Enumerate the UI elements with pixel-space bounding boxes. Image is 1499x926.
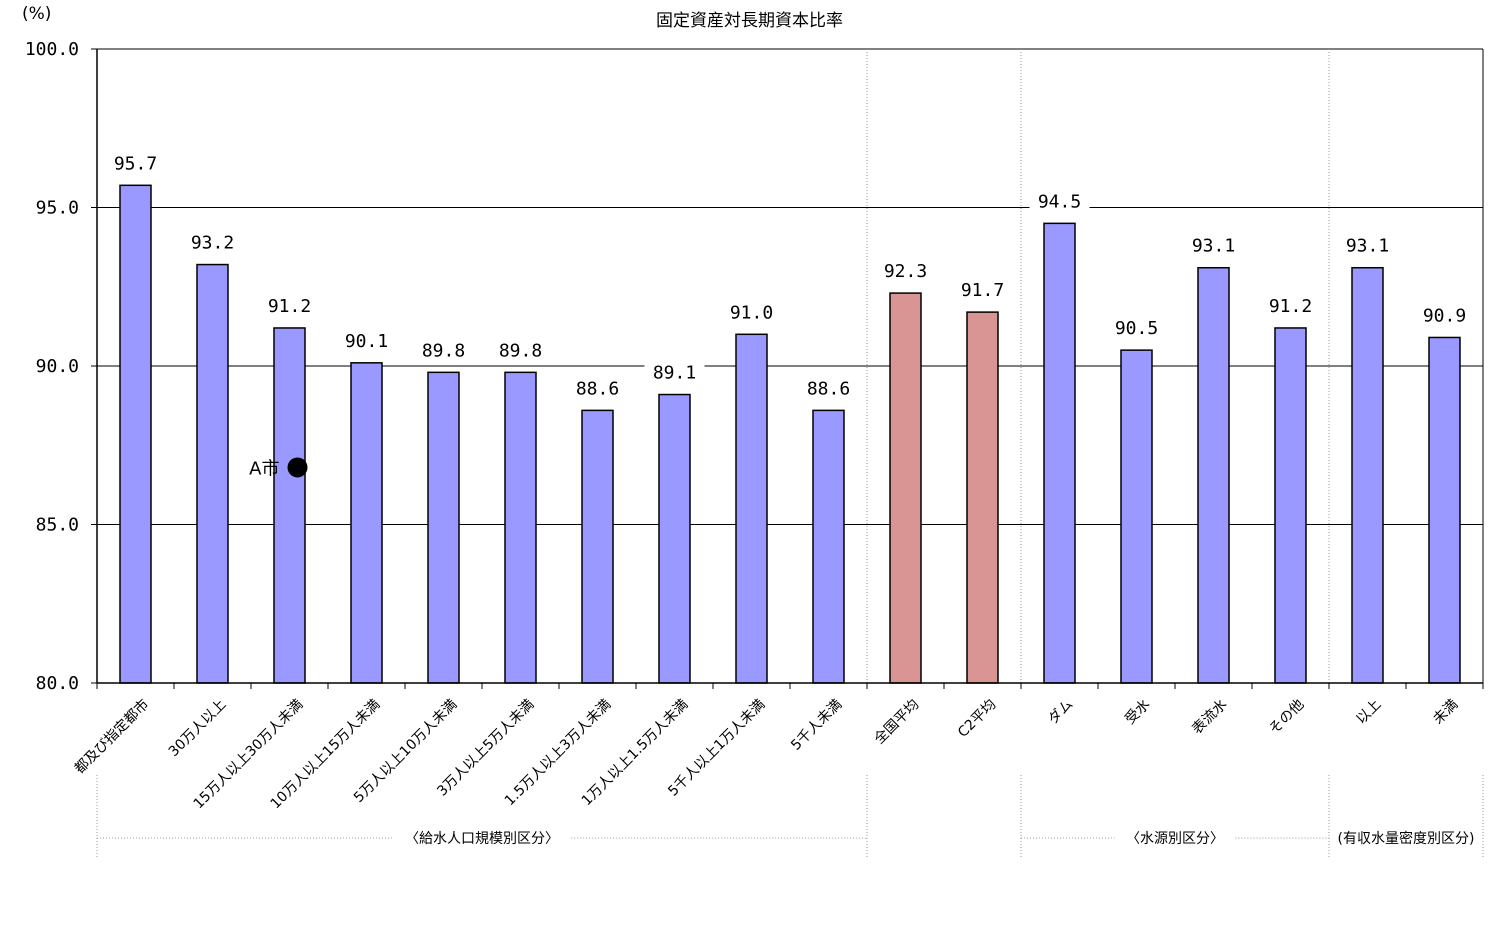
category-label: C2平均 <box>955 697 999 741</box>
y-tick-label: 95.0 <box>36 198 79 219</box>
bar <box>350 362 383 684</box>
bar <box>889 292 922 684</box>
bar <box>658 393 691 684</box>
bar <box>119 184 152 684</box>
value-label-background <box>1029 188 1090 213</box>
group-label: 〈給水人口規模別区分〉 <box>405 831 559 847</box>
y-axis-unit-label: (%) <box>22 4 52 24</box>
category-label: 5千人未満 <box>788 697 845 754</box>
category-label: 表流水 <box>1189 697 1230 738</box>
value-label-background <box>1183 232 1244 257</box>
value-label: 92.3 <box>884 261 927 282</box>
value-label: 89.8 <box>422 340 465 361</box>
value-label: 91.2 <box>268 296 311 317</box>
value-label-background <box>644 359 705 384</box>
value-label-background <box>798 375 859 400</box>
value-label: 88.6 <box>576 378 619 399</box>
category-label: ダム <box>1045 697 1076 728</box>
bar <box>1120 349 1153 684</box>
bar <box>735 333 768 684</box>
value-label-background <box>952 277 1013 302</box>
value-label: 93.2 <box>191 233 234 254</box>
value-label: 89.8 <box>499 340 542 361</box>
group-label: (有収水量密度別区分) <box>1338 830 1475 847</box>
group-label: 〈水源別区分〉 <box>1126 831 1224 847</box>
value-label: 94.5 <box>1038 191 1081 212</box>
category-label: 全国平均 <box>871 696 923 748</box>
y-tick-label: 85.0 <box>36 515 79 536</box>
bar <box>273 327 306 684</box>
bar <box>427 371 460 684</box>
value-label: 93.1 <box>1346 236 1389 257</box>
bar <box>1274 327 1307 684</box>
y-tick-label: 90.0 <box>36 356 79 377</box>
value-label: 90.9 <box>1423 305 1466 326</box>
value-label-background <box>336 327 397 352</box>
value-label: 91.7 <box>961 280 1004 301</box>
value-label: 95.7 <box>114 153 157 174</box>
category-label: 都及び指定都市 <box>71 696 152 777</box>
value-label: 93.1 <box>1192 236 1235 257</box>
y-tick-label: 100.0 <box>25 39 79 60</box>
value-label-background <box>490 337 551 362</box>
bar <box>1351 266 1384 684</box>
bar <box>581 409 614 684</box>
bar <box>504 371 537 684</box>
value-label-background <box>1337 232 1398 257</box>
value-label-background <box>413 337 474 362</box>
category-label: 以上 <box>1353 697 1384 728</box>
value-label-background <box>105 150 166 175</box>
bar <box>196 263 229 684</box>
value-label-background <box>1414 302 1475 327</box>
bar <box>812 409 845 684</box>
value-label-background <box>875 258 936 283</box>
value-label-background <box>259 292 320 317</box>
value-label-background <box>567 375 628 400</box>
category-label: 30万人以上 <box>166 697 230 761</box>
bar <box>1043 222 1076 684</box>
marker-point <box>287 457 308 478</box>
bar <box>1197 266 1230 684</box>
value-label: 90.5 <box>1115 318 1158 339</box>
value-label-background <box>721 299 782 324</box>
value-label-background <box>1106 315 1167 340</box>
value-label-background <box>182 229 243 254</box>
value-label: 91.0 <box>730 302 773 323</box>
category-label: 受水 <box>1122 697 1153 728</box>
value-label: 89.1 <box>653 363 696 384</box>
y-tick-label: 80.0 <box>36 673 79 694</box>
bar <box>966 311 999 684</box>
value-label: 91.2 <box>1269 296 1312 317</box>
value-label: 90.1 <box>345 331 388 352</box>
value-label-background <box>1260 292 1321 317</box>
value-label: 88.6 <box>807 378 850 399</box>
category-label: その他 <box>1266 697 1307 738</box>
marker-label: A市 <box>249 458 279 479</box>
category-label: 未満 <box>1430 697 1461 728</box>
bar <box>1428 336 1461 684</box>
chart-title: 固定資産対長期資本比率 <box>656 11 843 31</box>
